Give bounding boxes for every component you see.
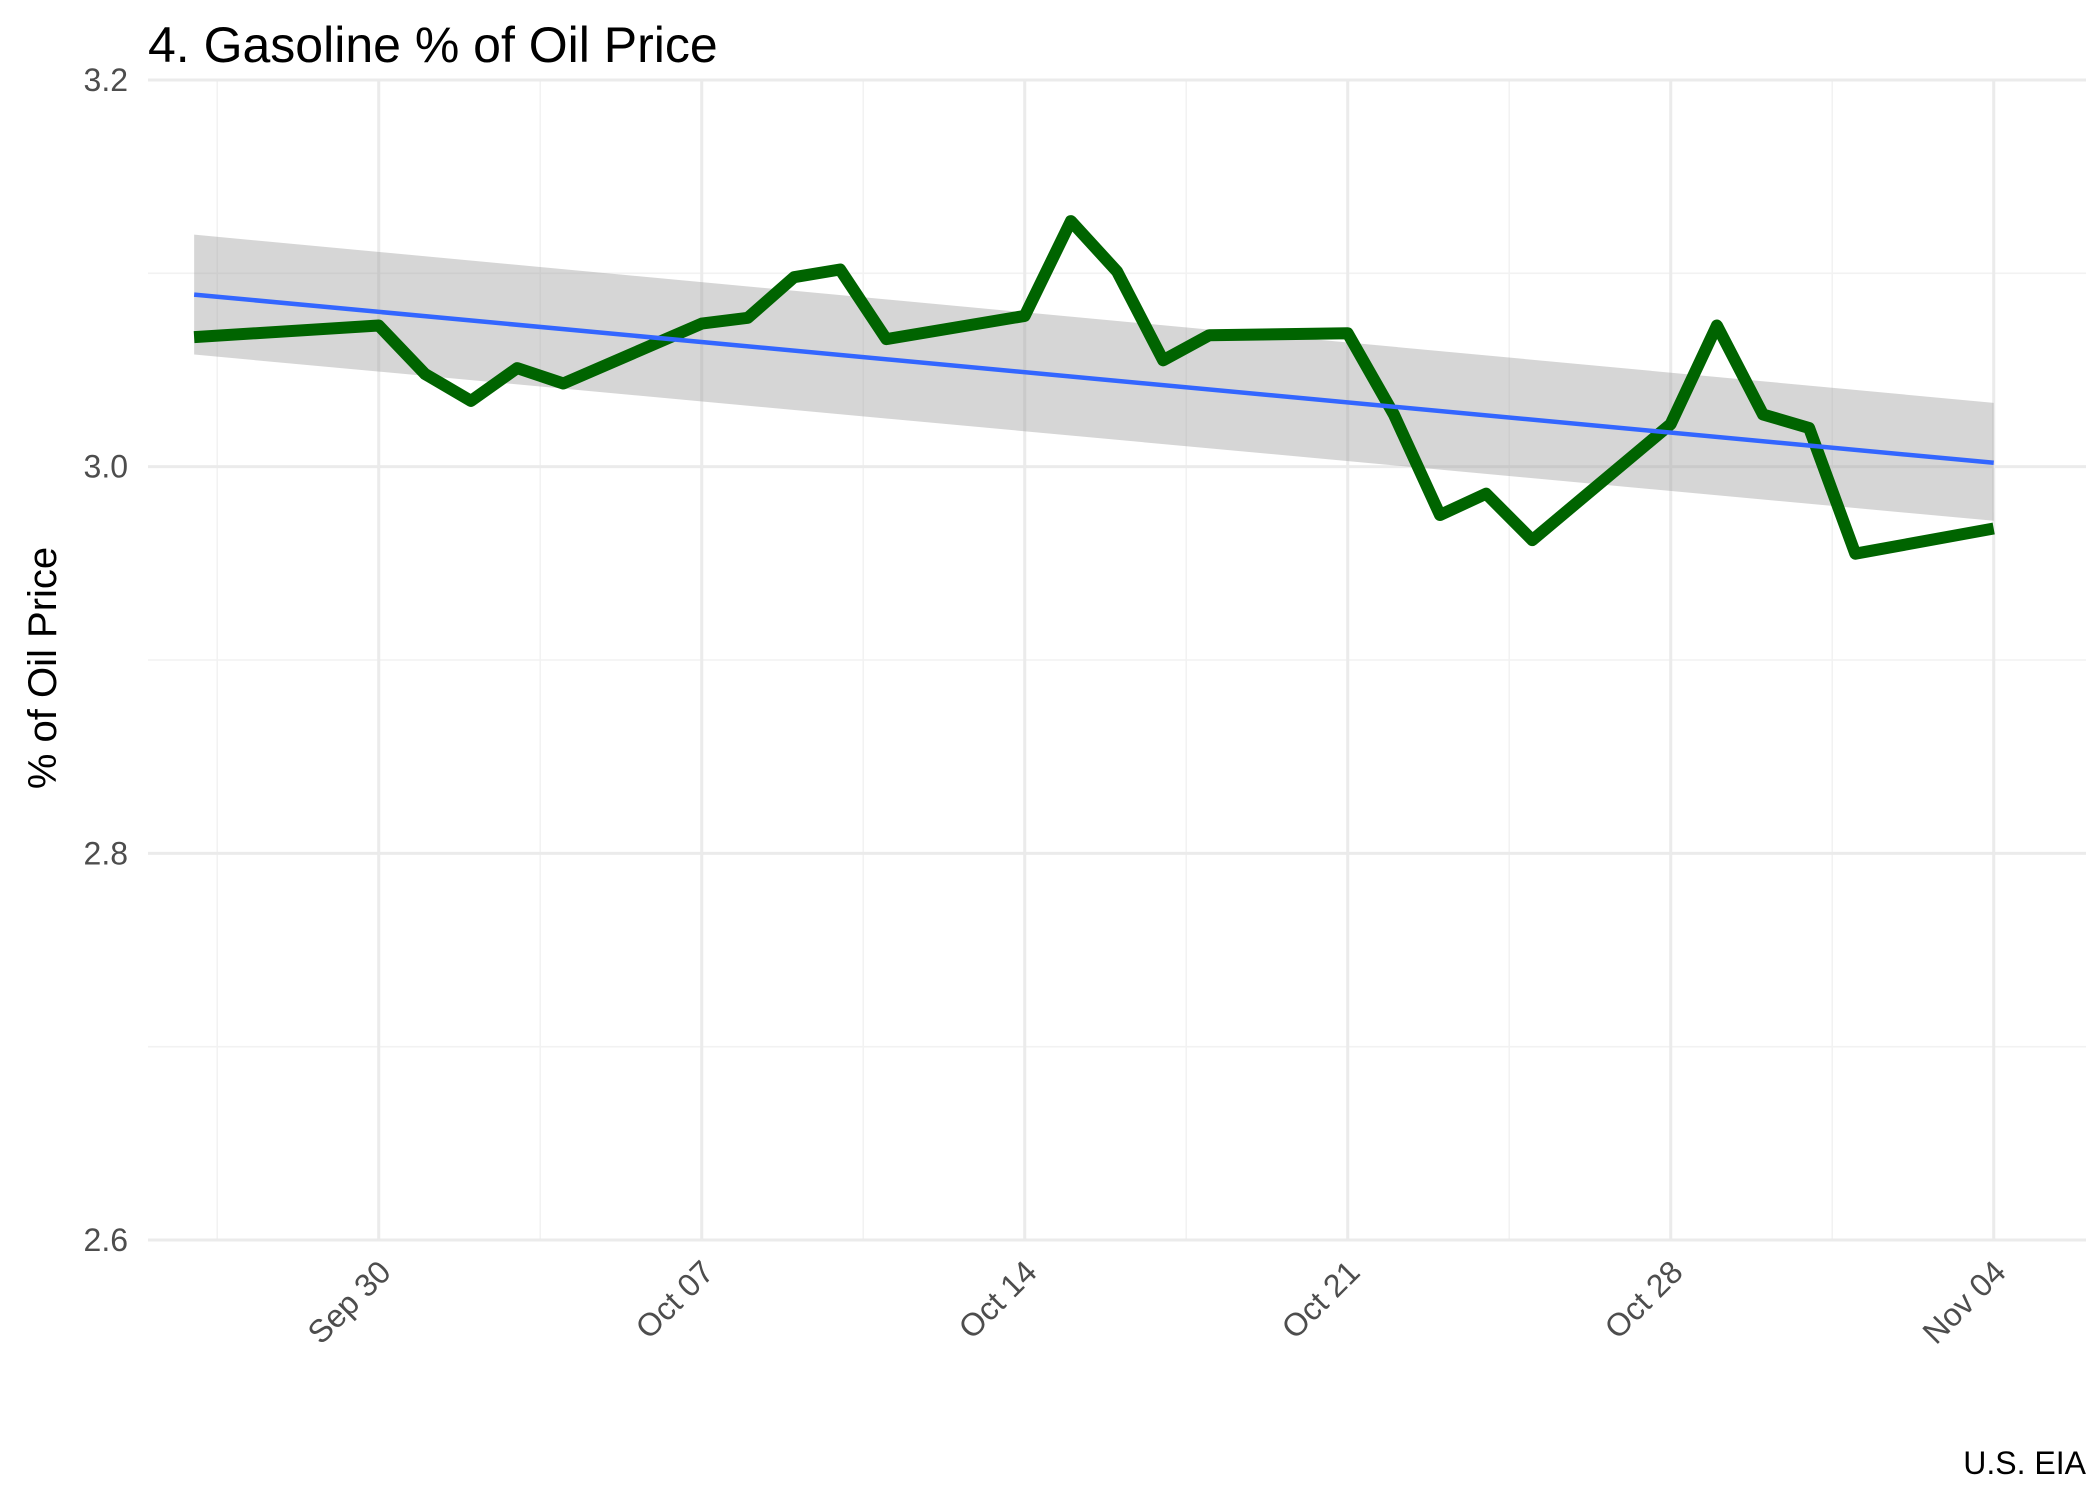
y-tick-label: 2.8 <box>84 835 128 871</box>
series-line <box>193 215 1995 560</box>
trend-line-path <box>193 292 1994 466</box>
x-tick-label: Oct 28 <box>1598 1253 1690 1345</box>
x-tick-label: Nov 04 <box>1916 1253 2013 1350</box>
x-tick-label: Oct 07 <box>629 1253 721 1345</box>
y-axis-ticks: 2.6 2.8 3.0 3.2 <box>84 62 128 1258</box>
series-lines <box>193 215 1995 560</box>
x-tick-label: Oct 21 <box>1275 1253 1367 1345</box>
x-tick-label: Sep 30 <box>300 1253 397 1350</box>
y-axis-title: % of Oil Price <box>21 547 65 789</box>
trend-line <box>193 292 1994 466</box>
caption: U.S. EIA <box>1963 1445 2086 1481</box>
grid <box>148 78 2086 1242</box>
x-axis-ticks: Sep 30 Oct 07 Oct 14 Oct 21 Oct 28 Nov 04 <box>300 1253 2012 1350</box>
y-tick-label: 3.0 <box>84 449 128 485</box>
chart-title: 4. Gasoline % of Oil Price <box>148 17 718 73</box>
x-tick-label: Oct 14 <box>952 1253 1044 1345</box>
y-tick-label: 3.2 <box>84 62 128 98</box>
y-tick-label: 2.6 <box>84 1222 128 1258</box>
